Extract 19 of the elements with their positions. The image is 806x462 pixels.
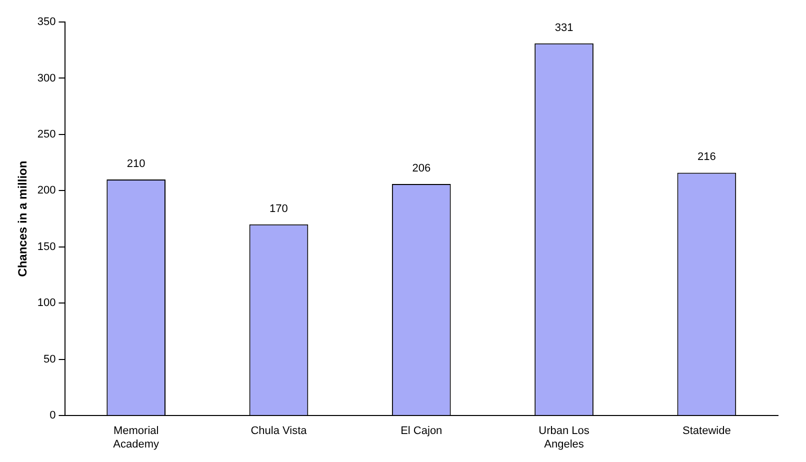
data-label: 216 [697, 151, 716, 164]
y-tick-label: 350 [37, 16, 56, 28]
x-tick-label: Statewide [682, 425, 731, 438]
y-tick-label: 100 [37, 297, 56, 310]
data-label: 170 [270, 202, 288, 215]
y-tick-label: 250 [37, 128, 56, 140]
y-axis-title: Chances in a million [16, 160, 30, 277]
data-label: 210 [126, 158, 146, 170]
y-tick-label: 0 [50, 410, 56, 422]
y-tick-label: 150 [37, 240, 56, 253]
y-tick-label: 300 [37, 72, 56, 84]
x-tick-label: Urban Los Angeles [538, 425, 590, 450]
x-tick-label: Chula Vista [250, 425, 308, 438]
y-tick-label: 200 [37, 184, 56, 197]
x-tick-label: Memorial Academy [113, 425, 160, 450]
x-tick-label: El Cajon [400, 425, 442, 438]
y-tick-label: 50 [44, 353, 56, 366]
data-label: 331 [554, 22, 574, 34]
data-label: 206 [412, 162, 431, 174]
